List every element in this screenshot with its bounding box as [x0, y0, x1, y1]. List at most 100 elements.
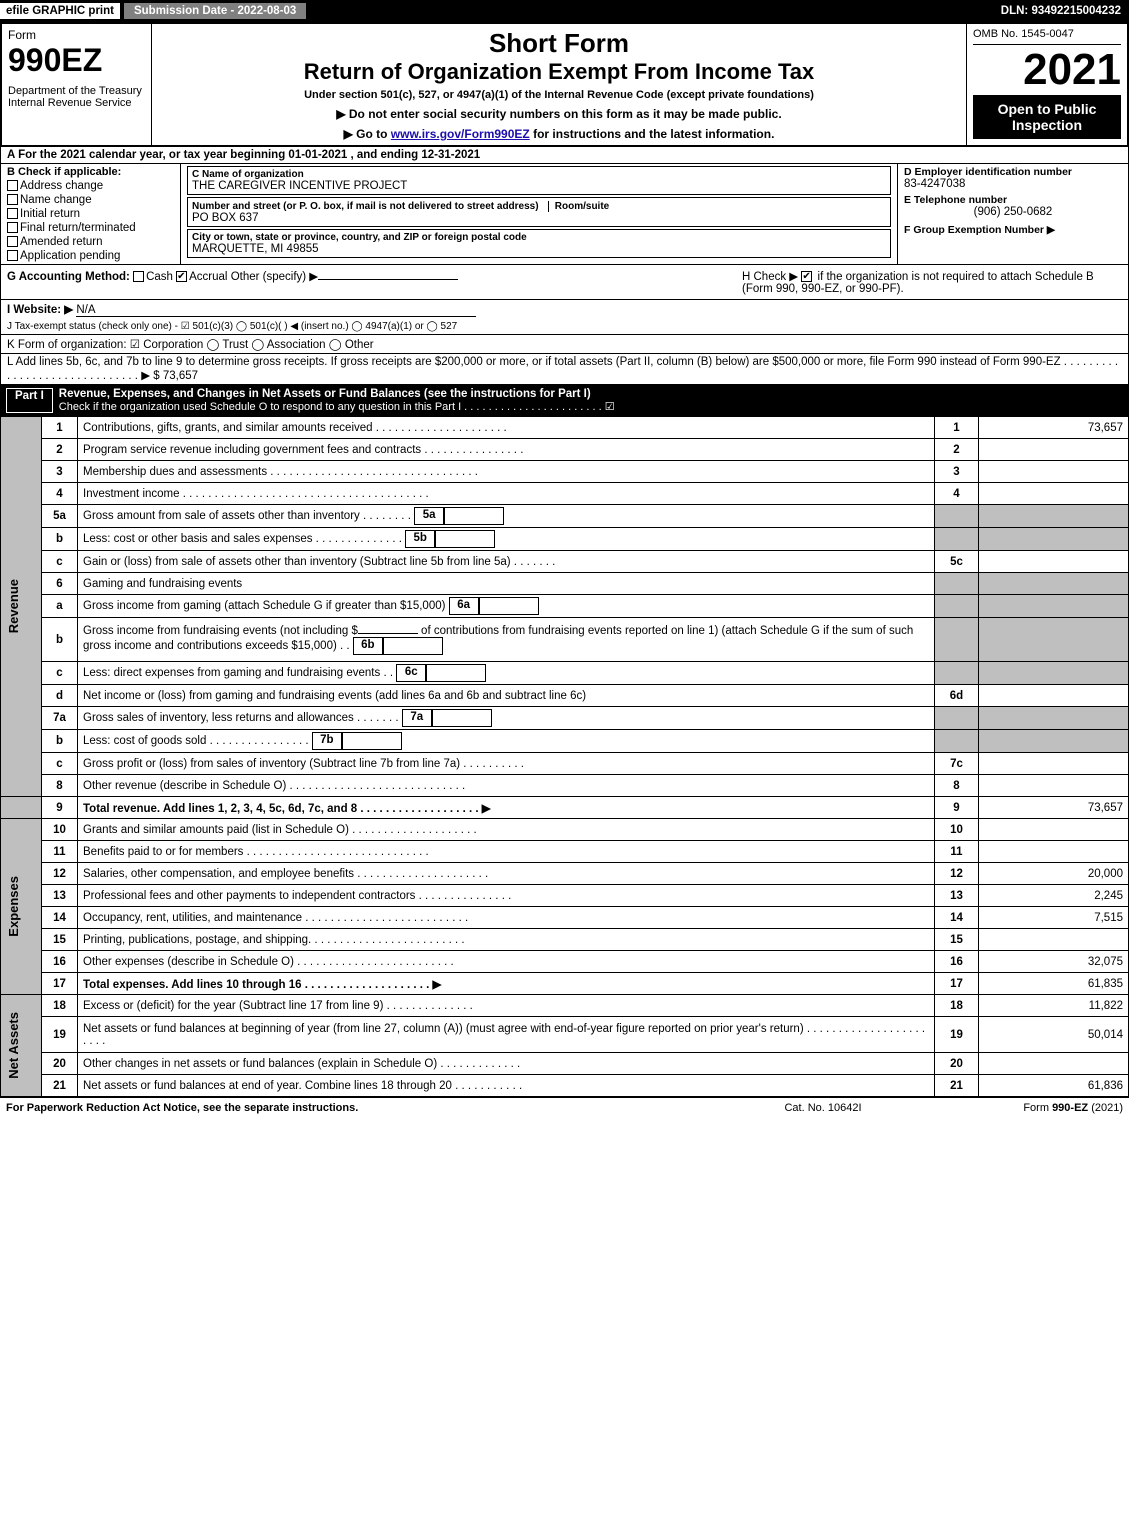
- chk-schedule-b[interactable]: [801, 271, 812, 282]
- line-6b-input[interactable]: [358, 633, 418, 634]
- line-9-desc: Total revenue. Add lines 1, 2, 3, 4, 5c,…: [78, 797, 935, 819]
- accounting-method-label: G Accounting Method:: [7, 271, 130, 283]
- line-5b-rn: [935, 528, 979, 551]
- line-5c-desc: Gain or (loss) from sale of assets other…: [78, 551, 935, 573]
- chk-address-change[interactable]: Address change: [7, 180, 174, 192]
- line-17-amt: 61,835: [979, 973, 1129, 995]
- line-7c-desc: Gross profit or (loss) from sales of inv…: [78, 753, 935, 775]
- chk-accrual[interactable]: [176, 271, 187, 282]
- part-1-table: Revenue 1 Contributions, gifts, grants, …: [0, 416, 1129, 1097]
- line-20-desc: Other changes in net assets or fund bala…: [78, 1053, 935, 1075]
- line-6d-desc: Net income or (loss) from gaming and fun…: [78, 685, 935, 707]
- ein-label: D Employer identification number: [904, 166, 1122, 178]
- line-5b-inbox[interactable]: [435, 530, 495, 548]
- line-14-amt: 7,515: [979, 907, 1129, 929]
- chk-amended-return-label: Amended return: [20, 236, 102, 248]
- line-19-desc: Net assets or fund balances at beginning…: [78, 1017, 935, 1053]
- line-7a-amt: [979, 707, 1129, 730]
- line-13-rn: 13: [935, 885, 979, 907]
- room-suite-label: Room/suite: [548, 201, 609, 212]
- line-6b-rn: [935, 618, 979, 662]
- line-7a-inbox[interactable]: [432, 709, 492, 727]
- line-6a-text: Gross income from gaming (attach Schedul…: [83, 600, 445, 612]
- row-i-website: I Website: ▶ N/A: [0, 300, 1129, 319]
- line-4-rn: 4: [935, 483, 979, 505]
- short-form-title: Short Form: [158, 28, 960, 59]
- line-6a-inbox[interactable]: [479, 597, 539, 615]
- line-5b-text: Less: cost or other basis and sales expe…: [83, 533, 402, 545]
- header-mid: Short Form Return of Organization Exempt…: [152, 24, 967, 145]
- line-6b-inbox[interactable]: [383, 637, 443, 655]
- line-8-amt: [979, 775, 1129, 797]
- line-16-amt: 32,075: [979, 951, 1129, 973]
- expenses-side-label: Expenses: [6, 876, 21, 937]
- tel-label: E Telephone number: [904, 194, 1122, 206]
- chk-initial-return[interactable]: Initial return: [7, 208, 174, 220]
- org-name: THE CAREGIVER INCENTIVE PROJECT: [192, 180, 886, 192]
- line-6a-desc: Gross income from gaming (attach Schedul…: [78, 595, 935, 618]
- line-19-num: 19: [42, 1017, 78, 1053]
- line-17-num: 17: [42, 973, 78, 995]
- header-right: OMB No. 1545-0047 2021 Open to Public In…: [967, 24, 1127, 145]
- row-k-form-of-org: K Form of organization: ☑ Corporation ◯ …: [0, 334, 1129, 354]
- line-1-desc: Contributions, gifts, grants, and simila…: [78, 417, 935, 439]
- line-7a-inlabel: 7a: [402, 709, 432, 727]
- goto-link[interactable]: www.irs.gov/Form990EZ: [391, 127, 530, 141]
- line-7b-inlabel: 7b: [312, 732, 342, 750]
- form-label: Form: [8, 28, 145, 42]
- goto-post: for instructions and the latest informat…: [530, 127, 775, 141]
- line-15-num: 15: [42, 929, 78, 951]
- line-3-rn: 3: [935, 461, 979, 483]
- chk-cash[interactable]: [133, 271, 144, 282]
- efile-graphic-label[interactable]: efile GRAPHIC print: [0, 3, 120, 19]
- line-7b-text: Less: cost of goods sold . . . . . . . .…: [83, 735, 309, 747]
- line-6-desc: Gaming and fundraising events: [78, 573, 935, 595]
- line-18-amt: 11,822: [979, 995, 1129, 1017]
- line-11-num: 11: [42, 841, 78, 863]
- footer-right: Form 990-EZ (2021): [923, 1102, 1123, 1114]
- line-21-num: 21: [42, 1075, 78, 1097]
- row-l-gross-receipts: L Add lines 5b, 6c, and 7b to line 9 to …: [0, 354, 1129, 385]
- line-9-text: Total revenue. Add lines 1, 2, 3, 4, 5c,…: [83, 803, 491, 815]
- line-12-rn: 12: [935, 863, 979, 885]
- part-1-header: Part I Revenue, Expenses, and Changes in…: [0, 385, 1129, 416]
- line-18-desc: Excess or (deficit) for the year (Subtra…: [78, 995, 935, 1017]
- box-c: C Name of organization THE CAREGIVER INC…: [181, 164, 898, 264]
- line-18-num: 18: [42, 995, 78, 1017]
- line-11-amt: [979, 841, 1129, 863]
- chk-name-change-label: Name change: [20, 194, 92, 206]
- line-5a-inbox[interactable]: [444, 507, 504, 525]
- line-8-desc: Other revenue (describe in Schedule O) .…: [78, 775, 935, 797]
- line-6b-text1: Gross income from fundraising events (no…: [83, 625, 358, 637]
- page-footer: For Paperwork Reduction Act Notice, see …: [0, 1097, 1129, 1118]
- line-6c-inlabel: 6c: [396, 664, 426, 682]
- dept-label: Department of the Treasury Internal Reve…: [8, 85, 145, 109]
- line-17-rn: 17: [935, 973, 979, 995]
- line-6d-amt: [979, 685, 1129, 707]
- line-12-num: 12: [42, 863, 78, 885]
- line-6c-inbox[interactable]: [426, 664, 486, 682]
- line-7c-rn: 7c: [935, 753, 979, 775]
- line-7b-inbox[interactable]: [342, 732, 402, 750]
- chk-application-pending-label: Application pending: [20, 250, 120, 262]
- line-16-rn: 16: [935, 951, 979, 973]
- line-21-rn: 21: [935, 1075, 979, 1097]
- chk-amended-return[interactable]: Amended return: [7, 236, 174, 248]
- chk-application-pending[interactable]: Application pending: [7, 250, 174, 262]
- line-5b-amt: [979, 528, 1129, 551]
- chk-name-change[interactable]: Name change: [7, 194, 174, 206]
- line-19-rn: 19: [935, 1017, 979, 1053]
- other-specify-input[interactable]: [318, 279, 458, 280]
- line-21-amt: 61,836: [979, 1075, 1129, 1097]
- line-5a-inlabel: 5a: [414, 507, 444, 525]
- city-value: MARQUETTE, MI 49855: [192, 243, 886, 255]
- row-l-amount: 73,657: [163, 370, 198, 382]
- net-assets-side-label: Net Assets: [6, 1012, 21, 1079]
- line-2-amt: [979, 439, 1129, 461]
- chk-address-change-label: Address change: [20, 180, 103, 192]
- chk-final-return[interactable]: Final return/terminated: [7, 222, 174, 234]
- city-label: City or town, state or province, country…: [192, 232, 886, 243]
- line-6d-rn: 6d: [935, 685, 979, 707]
- line-5b-inlabel: 5b: [405, 530, 435, 548]
- line-5a-desc: Gross amount from sale of assets other t…: [78, 505, 935, 528]
